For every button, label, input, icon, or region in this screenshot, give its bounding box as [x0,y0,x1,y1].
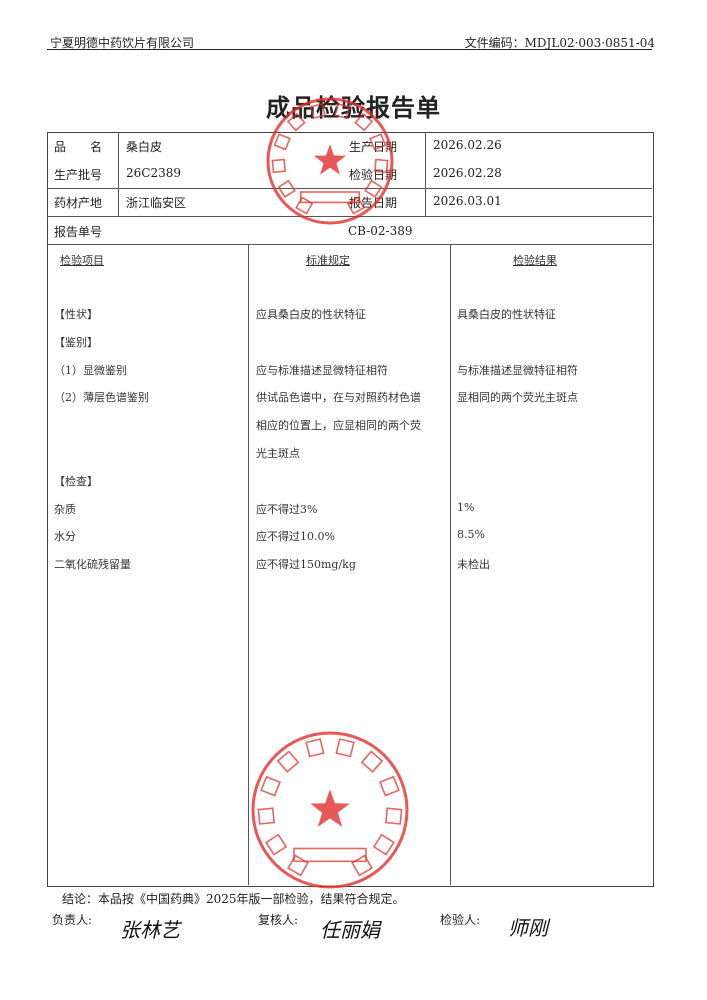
prod-date-label: 生产日期 [349,140,398,154]
company-name: 宁夏明德中药饮片有限公司 [50,36,195,50]
row-standard: 应不得过150mg/kg [256,558,356,572]
divider [47,216,652,217]
row-item: 【检查】 [54,474,98,488]
row-item: 水分 [54,530,76,544]
responsible-label: 负责人: [52,913,93,927]
doc-code: 文件编码：MDJL02·003·0851-04 [464,36,655,50]
divider [425,132,426,216]
row-item: 二氧化硫残留量 [54,558,131,572]
col-header-result: 检验结果 [513,254,557,267]
origin: 浙江临安区 [126,196,187,210]
product-name: 桑白皮 [126,140,163,154]
report-date: 2026.03.01 [433,194,502,208]
reviewer-label: 复核人: [258,913,299,927]
report-no-label: 报告单号 [54,225,103,239]
row-item: （2）薄层色谱鉴别 [54,391,149,405]
divider [118,132,119,216]
row-result: 具桑白皮的性状特征 [457,308,556,321]
divider [47,188,652,189]
divider [450,244,451,885]
batch-label: 生产批号 [54,168,103,182]
prod-date: 2026.02.26 [433,138,502,152]
test-date-label: 检验日期 [349,168,398,182]
inspector-label: 检验人: [440,913,481,927]
report-date-label: 报告日期 [349,196,398,210]
responsible-signature: 张林艺 [120,918,180,942]
inspector-signature: 师刚 [508,916,548,940]
row-result: 与标准描述显微特征相符 [457,363,578,377]
row-standard: 供试品色谱中，在与对照药材色谱 [256,391,421,405]
col-header-item: 检验项目 [60,254,104,267]
row-result: 显相同的两个荧光主斑点 [457,391,578,405]
batch-number: 26C2389 [126,166,181,180]
row-standard: 应具桑白皮的性状特征 [256,308,366,321]
row-item: 【鉴别】 [54,335,98,349]
divider [47,244,652,245]
reviewer-signature: 任丽娟 [320,918,380,942]
col-header-standard: 标准规定 [306,254,350,267]
conclusion: 结论：本品按《中国药典》2025年版一部检验，结果符合规定。 [62,892,405,906]
name-label: 品 名 [54,140,103,154]
report-table [47,132,654,887]
header-divider [47,49,652,50]
row-item: 【性状】 [54,308,98,321]
row-result: 1% [457,500,475,514]
row-result: 8.5% [457,528,485,542]
report-no: CB-02-389 [348,224,413,238]
row-standard: 应与标准描述显微特征相符 [256,363,388,377]
row-item: （1）显微鉴别 [54,363,127,377]
row-standard: 应不得过3% [256,502,318,516]
row-standard: 相应的位置上，应显相同的两个荧 [256,419,421,433]
row-standard: 光主斑点 [256,447,300,460]
row-result: 未检出 [457,558,490,572]
divider [248,244,249,885]
row-item: 杂质 [54,502,76,516]
test-date: 2026.02.28 [433,166,502,180]
row-standard: 应不得过10.0% [256,530,335,544]
page-title: 成品检验报告单 [266,93,441,122]
origin-label: 药材产地 [54,196,103,210]
